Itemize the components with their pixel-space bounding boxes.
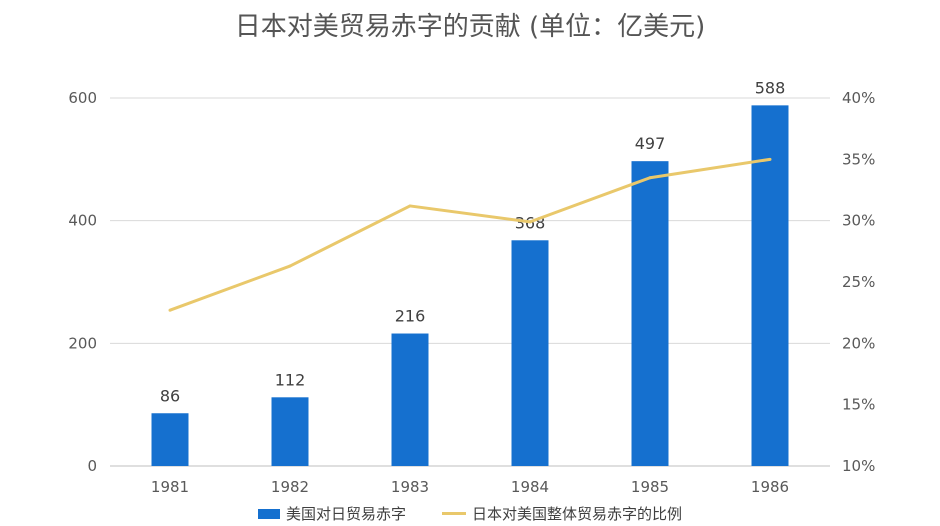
y-right-tick-label: 30% — [842, 212, 875, 230]
bar — [631, 161, 669, 466]
y-right-tick-label: 10% — [842, 457, 875, 475]
x-tick-label: 1983 — [391, 478, 429, 496]
chart-title: 日本对美贸易赤字的贡献 (单位：亿美元) — [234, 12, 706, 42]
bar — [271, 397, 309, 466]
x-tick-label: 1984 — [511, 478, 549, 496]
y-right-tick-label: 15% — [842, 396, 875, 414]
legend-swatch-bar — [257, 508, 280, 519]
data-label: 497 — [635, 134, 666, 153]
chart-plot: 0 200 400 600 10% 15% 20% 25% 30% 35% 40% 86 1981 112… — [68, 78, 875, 496]
legend-label-bar: 美国对日贸易赤字 — [285, 505, 406, 523]
bar — [151, 413, 189, 466]
bar — [391, 333, 429, 466]
y-right-tick-label: 35% — [842, 150, 875, 168]
legend-label-line: 日本对美国整体贸易赤字的比例 — [472, 505, 683, 523]
x-tick-label: 1981 — [151, 478, 189, 496]
data-label: 588 — [755, 78, 786, 97]
legend: 美国对日贸易赤字 日本对美国整体贸易赤字的比例 — [0, 503, 940, 524]
y-right-tick-label: 20% — [842, 334, 875, 352]
y-left-tick-label: 400 — [68, 212, 97, 230]
data-label: 112 — [275, 370, 306, 389]
x-tick-label: 1982 — [271, 478, 309, 496]
line-point — [528, 220, 532, 224]
data-label: 216 — [395, 307, 426, 326]
x-tick-label: 1985 — [631, 478, 669, 496]
legend-swatch-line — [442, 512, 466, 515]
bar — [511, 240, 549, 466]
x-tick-label: 1986 — [751, 478, 789, 496]
line-point — [408, 204, 412, 208]
line-series — [169, 157, 771, 312]
y-left-tick-label: 0 — [87, 457, 97, 475]
y-left-tick-label: 600 — [68, 89, 97, 107]
line-point — [768, 157, 772, 161]
y-right-tick-label: 40% — [842, 89, 875, 107]
y-left-tick-label: 200 — [68, 334, 97, 352]
bar — [751, 105, 789, 467]
legend-item-bar[interactable]: 美国对日贸易赤字 — [257, 503, 406, 524]
line-point — [288, 264, 292, 268]
y-right-tick-label: 25% — [842, 273, 875, 291]
legend-item-line[interactable]: 日本对美国整体贸易赤字的比例 — [442, 503, 682, 524]
line-point — [648, 176, 652, 180]
line-point — [168, 308, 172, 312]
data-label: 86 — [160, 386, 180, 405]
